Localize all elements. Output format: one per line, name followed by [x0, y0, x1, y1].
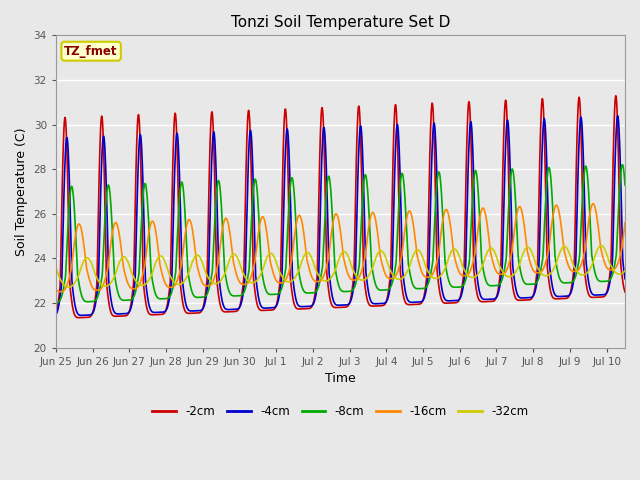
- -32cm: [483, 251, 491, 256]
- -16cm: [589, 201, 597, 206]
- Y-axis label: Soil Temperature (C): Soil Temperature (C): [15, 127, 28, 256]
- -16cm: [165, 284, 173, 290]
- -32cm: [546, 271, 554, 277]
- -4cm: [77, 312, 85, 318]
- -2cm: [546, 286, 554, 291]
- -2cm: [165, 289, 173, 295]
- -2cm: [268, 307, 276, 313]
- -8cm: [154, 295, 162, 301]
- Line: -4cm: -4cm: [56, 116, 625, 315]
- -32cm: [52, 264, 60, 270]
- -16cm: [155, 248, 163, 254]
- Line: -16cm: -16cm: [56, 204, 625, 292]
- -16cm: [483, 219, 491, 225]
- -8cm: [483, 279, 490, 285]
- -16cm: [52, 286, 60, 292]
- -32cm: [65, 284, 72, 290]
- -2cm: [75, 315, 83, 321]
- -16cm: [56, 289, 64, 295]
- -4cm: [546, 266, 554, 272]
- -32cm: [216, 278, 224, 284]
- -4cm: [165, 297, 173, 303]
- -8cm: [52, 300, 60, 306]
- -2cm: [155, 312, 163, 317]
- -4cm: [614, 113, 621, 119]
- Legend: -2cm, -4cm, -8cm, -16cm, -32cm: -2cm, -4cm, -8cm, -16cm, -32cm: [148, 400, 533, 423]
- -8cm: [165, 295, 173, 300]
- -16cm: [546, 236, 554, 241]
- -8cm: [216, 185, 224, 191]
- -2cm: [216, 303, 224, 309]
- -4cm: [155, 310, 163, 315]
- -4cm: [216, 287, 224, 293]
- -32cm: [155, 254, 163, 260]
- -32cm: [268, 251, 276, 257]
- Line: -32cm: -32cm: [56, 245, 625, 287]
- -4cm: [268, 305, 276, 311]
- -16cm: [621, 220, 629, 226]
- -4cm: [52, 312, 60, 318]
- -2cm: [612, 93, 620, 98]
- -8cm: [621, 182, 629, 188]
- -32cm: [165, 271, 173, 277]
- -4cm: [621, 276, 629, 282]
- -2cm: [621, 289, 629, 295]
- -32cm: [621, 268, 629, 274]
- -16cm: [268, 266, 276, 272]
- -4cm: [483, 297, 491, 302]
- -8cm: [618, 162, 626, 168]
- -16cm: [216, 241, 224, 247]
- Text: TZ_fmet: TZ_fmet: [65, 45, 118, 58]
- Line: -2cm: -2cm: [56, 96, 625, 318]
- -8cm: [546, 166, 554, 171]
- X-axis label: Time: Time: [325, 372, 356, 385]
- -2cm: [483, 299, 491, 304]
- -8cm: [268, 291, 276, 297]
- -2cm: [52, 312, 60, 317]
- Title: Tonzi Soil Temperature Set D: Tonzi Soil Temperature Set D: [231, 15, 450, 30]
- Line: -8cm: -8cm: [56, 165, 625, 303]
- -32cm: [597, 242, 605, 248]
